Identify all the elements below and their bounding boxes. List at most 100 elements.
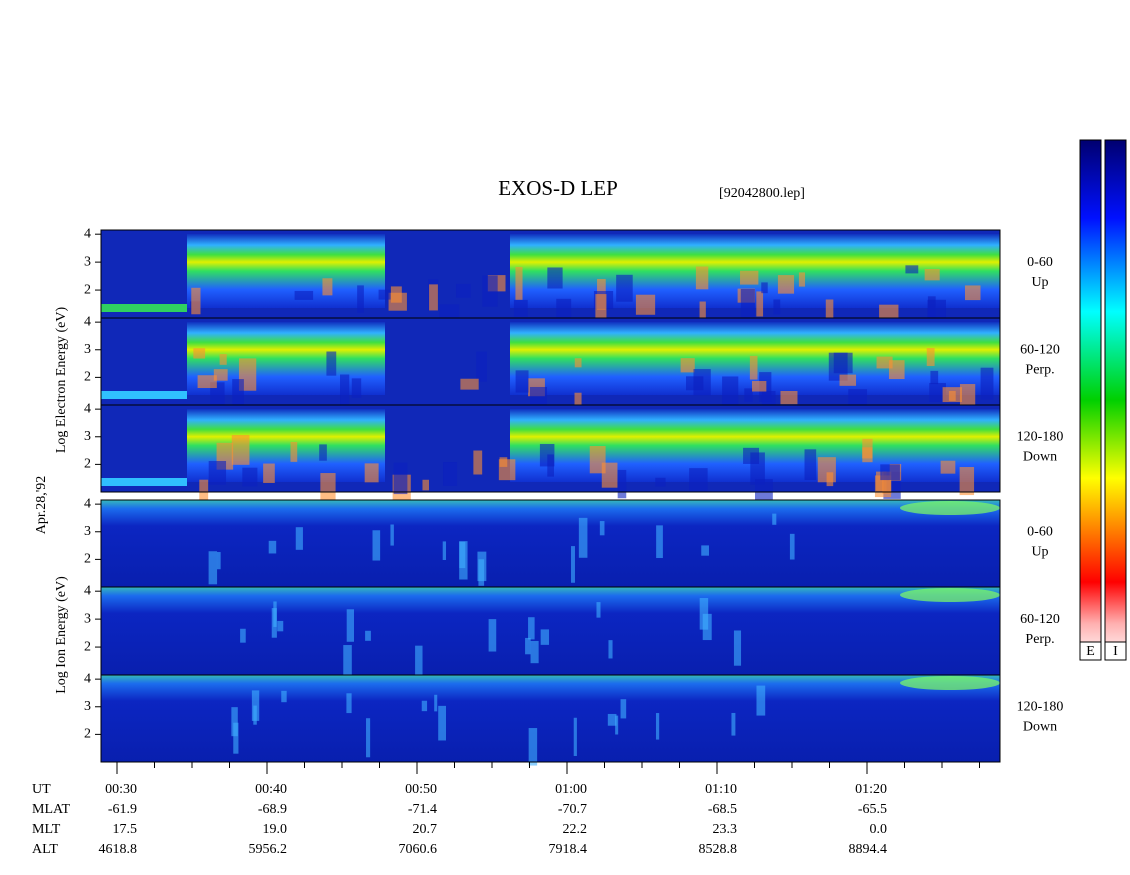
spectrogram-texture	[378, 289, 391, 300]
spectrogram-texture	[839, 374, 857, 386]
spectrogram-texture	[740, 288, 755, 320]
spectrogram-texture	[699, 598, 709, 630]
y-tick-label: 2	[84, 552, 91, 567]
direction-label: Perp.	[1025, 363, 1054, 378]
spectrogram-band	[101, 675, 1000, 762]
spectrogram-texture	[833, 352, 853, 374]
spectrogram-texture	[251, 690, 260, 721]
spectrogram-texture	[942, 387, 962, 403]
spectrogram-texture	[761, 282, 768, 294]
row-value: 19.0	[263, 822, 288, 837]
spectrogram-texture	[825, 299, 834, 328]
spectrogram-texture	[346, 609, 354, 642]
spectrogram-texture	[929, 382, 946, 402]
spectrogram-band	[187, 234, 385, 308]
row-name: UT	[32, 782, 51, 797]
y-tick-label: 3	[84, 342, 91, 357]
spectrogram-texture	[231, 707, 238, 737]
row-value: 7060.6	[399, 842, 438, 857]
spectrogram-texture	[689, 468, 708, 491]
row-value: 01:00	[555, 782, 587, 797]
y-tick-label: 2	[84, 457, 91, 472]
colorbar-label-box	[1104, 641, 1127, 661]
spectrogram-texture	[701, 545, 709, 556]
spectrogram-texture	[393, 462, 408, 495]
y-tick-label: 4	[84, 226, 91, 241]
spectrogram-texture	[900, 676, 1000, 690]
spectrogram-texture	[900, 588, 1000, 602]
spectrogram-texture	[733, 630, 742, 666]
direction-label: Up	[1031, 545, 1048, 560]
spectrogram-texture	[905, 265, 919, 274]
spectrogram-texture	[699, 301, 706, 332]
direction-label: Up	[1031, 275, 1048, 290]
spectrogram-texture	[608, 640, 613, 659]
spectrogram-texture	[744, 388, 753, 402]
row-value: 00:50	[405, 782, 437, 797]
spectrogram-texture	[268, 540, 277, 554]
spectrogram-texture	[964, 285, 981, 301]
colorbar-label: E	[1086, 644, 1095, 659]
angle-label: 60-120	[1020, 612, 1060, 627]
y-tick-label: 4	[84, 401, 91, 416]
row-value: 01:10	[705, 782, 737, 797]
row-value: -68.9	[258, 802, 287, 817]
spectrogram-texture	[232, 379, 244, 407]
spectrogram-texture	[513, 299, 528, 317]
spectrogram-texture	[231, 435, 250, 465]
y-tick-label: 2	[84, 727, 91, 742]
spectrogram-texture	[442, 541, 447, 561]
spectrogram-texture	[773, 299, 781, 315]
spectrogram-texture	[528, 728, 538, 766]
spectrogram-texture	[722, 376, 739, 407]
row-value: 22.2	[563, 822, 588, 837]
spectrogram-texture	[635, 294, 656, 315]
spectrogram-texture	[216, 552, 221, 570]
spectrogram-band	[101, 500, 1000, 587]
row-value: -68.5	[708, 802, 737, 817]
spectrogram-texture	[743, 447, 760, 464]
angle-label: 0-60	[1027, 525, 1053, 540]
spectrogram-texture	[777, 275, 795, 294]
spectrogram-texture	[290, 441, 298, 462]
spectrogram-band	[101, 587, 1000, 675]
y-tick-label: 2	[84, 370, 91, 385]
row-value: 0.0	[870, 822, 888, 837]
spectrogram-texture	[429, 284, 438, 311]
y-tick-label: 2	[84, 282, 91, 297]
spectrogram-texture	[390, 524, 394, 546]
angle-label: 60-120	[1020, 343, 1060, 358]
colorbar	[1104, 139, 1127, 661]
spectrogram-texture	[528, 617, 535, 640]
colorbar	[1079, 139, 1102, 661]
y-tick-label: 3	[84, 254, 91, 269]
spectrogram-texture	[343, 645, 352, 677]
row-value: 17.5	[113, 822, 138, 837]
file-name: [92042800.lep]	[719, 186, 805, 201]
colorbar-label: I	[1113, 644, 1118, 659]
y-tick-label: 4	[84, 583, 91, 598]
spectrogram-texture	[615, 715, 619, 735]
row-value: 8528.8	[699, 842, 738, 857]
spectrogram-texture	[547, 267, 563, 289]
spectrogram-texture	[900, 501, 1000, 515]
date-label: Apr.28,'92	[34, 476, 49, 535]
spectrogram-texture	[422, 479, 429, 491]
spectrogram-texture	[574, 392, 582, 412]
spectrogram-texture	[756, 685, 766, 716]
spectrogram-texture	[772, 513, 777, 525]
spectrogram-texture	[515, 266, 523, 300]
spectrogram-texture	[482, 275, 498, 307]
spectrogram-texture	[319, 444, 327, 461]
spectrogram-texture	[421, 700, 428, 712]
spectrogram-texture	[574, 358, 582, 368]
direction-label: Down	[1023, 450, 1057, 465]
spectrogram-texture	[680, 358, 695, 373]
spectrogram-texture	[789, 533, 795, 560]
electron-axis-label: Log Electron Energy (eV)	[54, 307, 69, 454]
row-value: 01:20	[855, 782, 887, 797]
spectrogram-texture	[515, 370, 529, 393]
row-value: 4618.8	[99, 842, 138, 857]
spectrogram-texture	[540, 629, 550, 645]
